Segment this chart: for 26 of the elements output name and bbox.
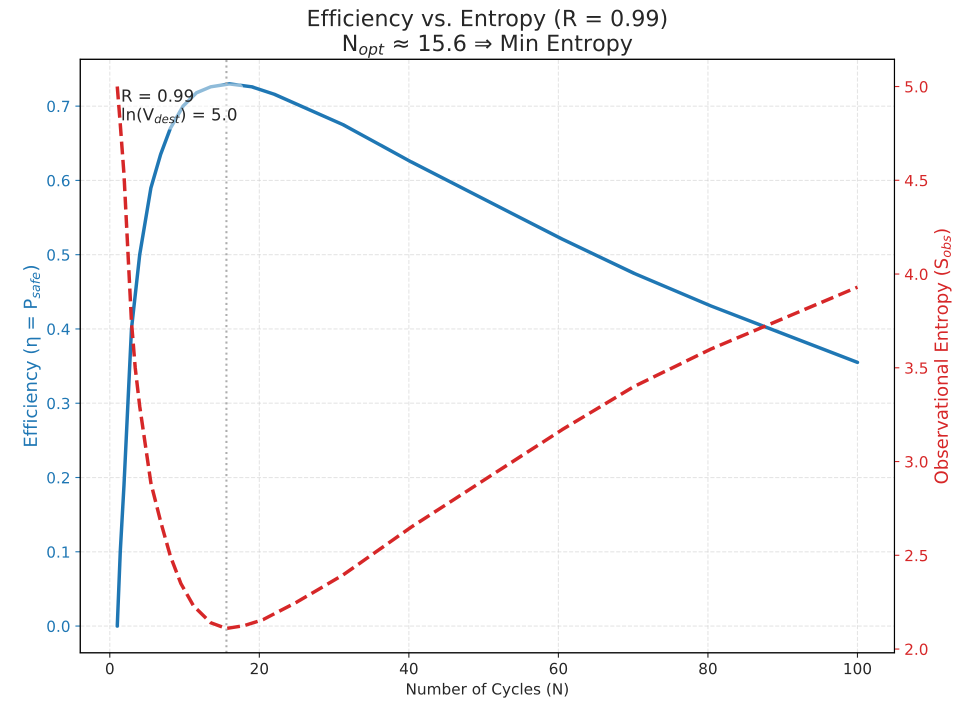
y-tick-label: 0.4 bbox=[47, 323, 70, 335]
x-tick-label: 100 bbox=[844, 662, 872, 674]
x-tick-label: 60 bbox=[550, 662, 568, 674]
y-tick-label: 0.7 bbox=[47, 100, 70, 112]
y-tick-label: 0.5 bbox=[47, 249, 70, 261]
x-tick-label: 80 bbox=[699, 662, 717, 674]
y2-axis-title: Observational Entropy (S$_{obs}$) bbox=[934, 229, 952, 484]
chart-title: Efficiency vs. Entropy (R = 0.99) N$_{opt}$ ≈ 15.6 ⇒ Min Entropy bbox=[308, 9, 666, 58]
y2-tick-label: 2.0 bbox=[905, 644, 928, 656]
annotation: R = 0.99 ln(V$_{dest}$) = 5.0 bbox=[122, 89, 236, 124]
x-tick-label: 0 bbox=[106, 662, 114, 674]
y-axis-title: Efficiency (η = P$_{safe}$) bbox=[23, 266, 41, 446]
x-axis-title: Number of Cycles (N) bbox=[407, 682, 568, 698]
y-tick-label: 0.0 bbox=[47, 620, 70, 632]
x-tick-label: 20 bbox=[250, 662, 268, 674]
y2-tick-label: 2.5 bbox=[905, 550, 928, 562]
y-tick-label: 0.3 bbox=[47, 398, 70, 410]
y-tick-label: 0.1 bbox=[47, 546, 70, 558]
x-tick-label: 40 bbox=[400, 662, 418, 674]
y2-tick-label: 5.0 bbox=[905, 81, 928, 93]
y2-tick-label: 4.0 bbox=[904, 268, 928, 280]
y-tick-label: 0.6 bbox=[47, 174, 70, 186]
y2-tick-label: 4.5 bbox=[904, 174, 928, 186]
y2-tick-label: 3.0 bbox=[905, 456, 928, 468]
y-tick-label: 0.2 bbox=[47, 472, 70, 484]
y2-tick-label: 3.5 bbox=[905, 362, 928, 374]
